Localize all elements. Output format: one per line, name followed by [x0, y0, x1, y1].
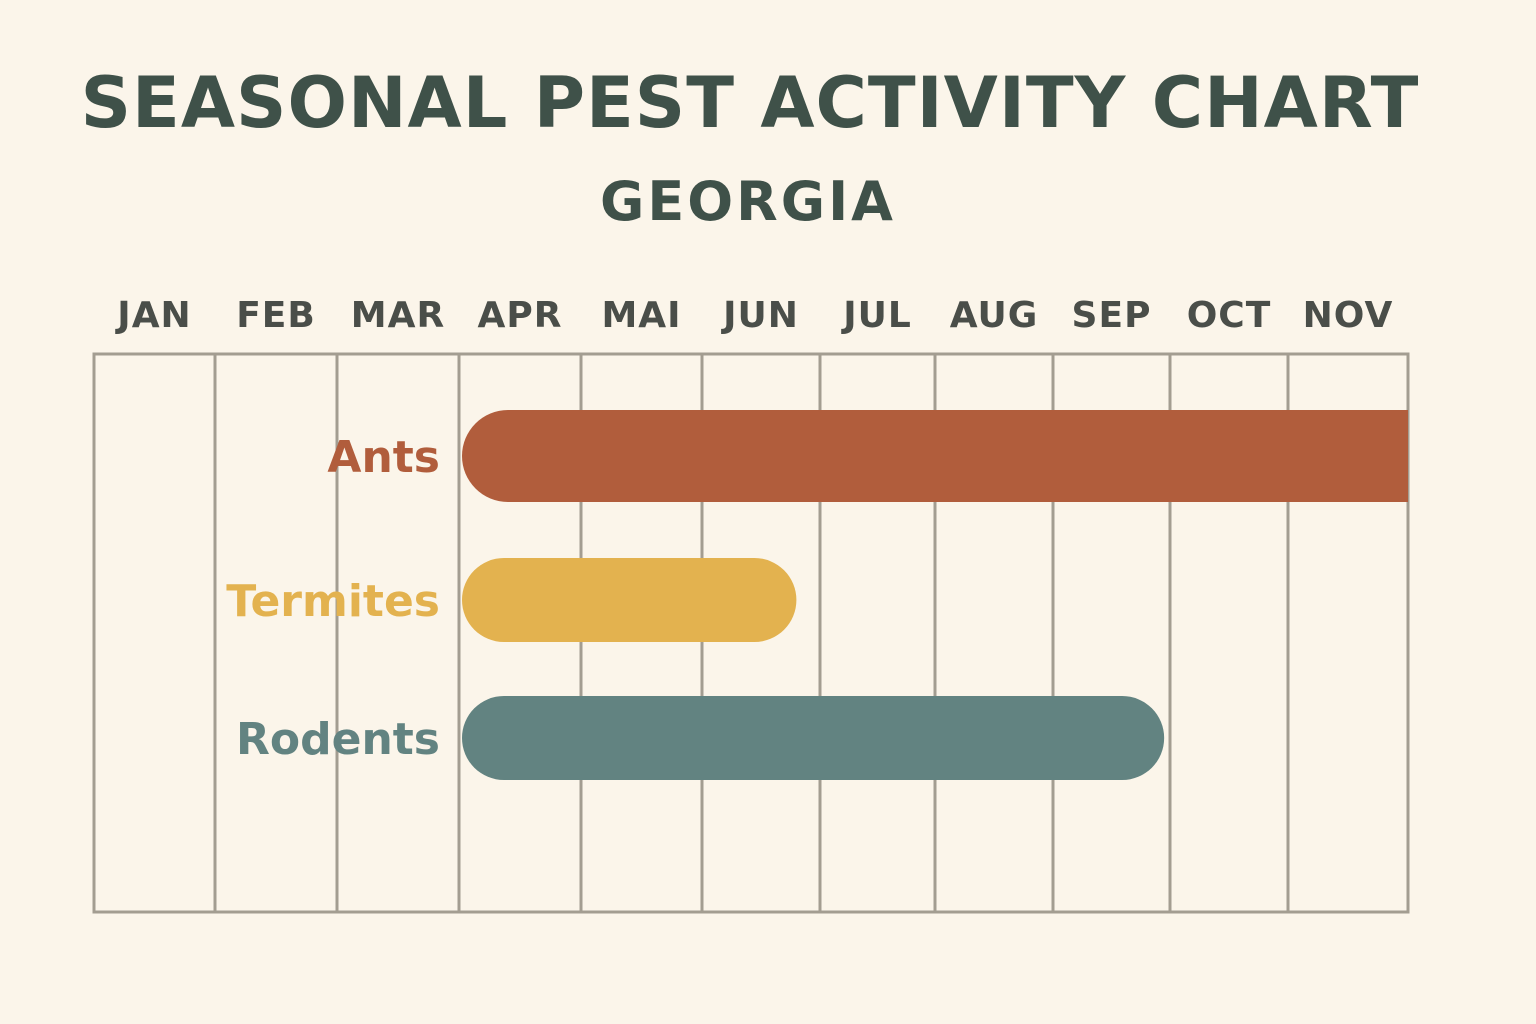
month-labels: JAN FEB MAR APR MAI JUN JUL AUG SEP OCT NOV: [114, 295, 1394, 336]
month-label-apr: APR: [478, 295, 563, 336]
series-label-termites: Termites: [226, 576, 440, 627]
chart-subtitle: GEORGIA: [600, 170, 896, 233]
month-label-sep: SEP: [1072, 295, 1152, 336]
bar-ants: [462, 410, 1408, 502]
series-label-rodents: Rodents: [236, 714, 440, 765]
month-label-nov: NOV: [1303, 295, 1394, 336]
bar-rodents: [462, 696, 1165, 780]
month-label-oct: OCT: [1187, 295, 1272, 336]
month-label-feb: FEB: [236, 295, 316, 336]
series-labels: Ants Termites Rodents: [226, 432, 440, 765]
chart-title: SEASONAL PEST ACTIVITY CHART: [80, 62, 1420, 144]
bar-termites: [462, 558, 797, 642]
month-label-jan: JAN: [114, 295, 191, 336]
month-label-aug: AUG: [950, 295, 1039, 336]
month-label-jul: JUL: [840, 295, 912, 336]
grid-frame: [92, 352, 1410, 914]
month-label-mai: MAI: [601, 295, 681, 336]
month-label-mar: MAR: [351, 295, 445, 336]
month-label-jun: JUN: [720, 295, 799, 336]
series-label-ants: Ants: [327, 432, 440, 483]
activity-bars: [462, 410, 1408, 780]
